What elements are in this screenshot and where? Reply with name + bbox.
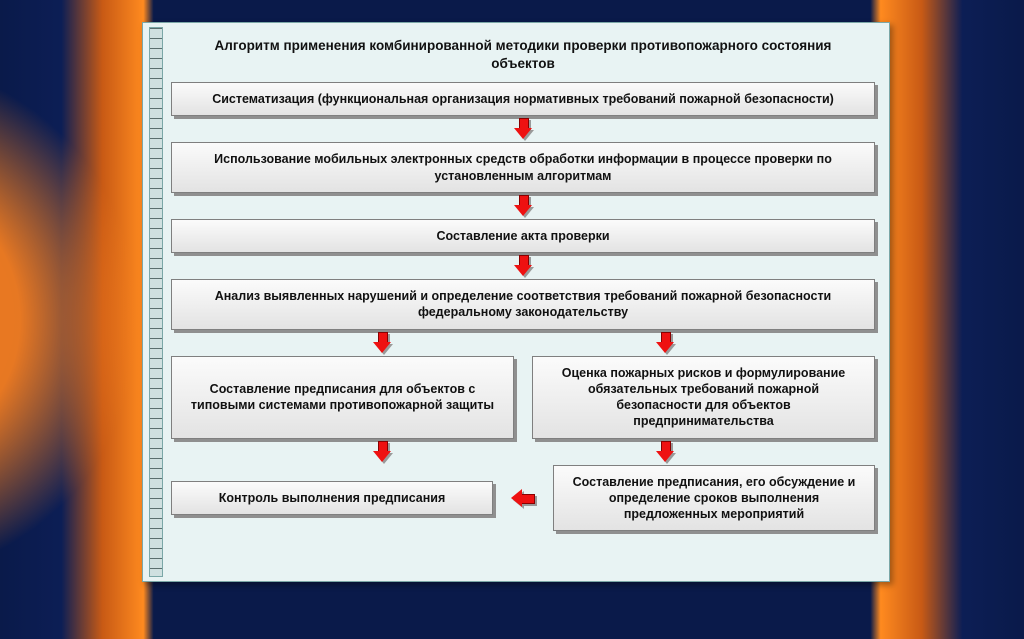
step-row-1: Систематизация (функциональная организац… — [171, 82, 875, 116]
arrow-down-icon — [373, 332, 391, 354]
arrow-left-icon — [511, 489, 535, 507]
step-6a: Контроль выполнения предписания — [171, 481, 493, 515]
step-row-5: Составление предписания для объектов с т… — [171, 356, 875, 439]
arrow-down-icon — [514, 195, 532, 217]
step-3: Составление акта проверки — [171, 219, 875, 253]
arrow-down-icon — [656, 332, 674, 354]
step-2: Использование мобильных электронных сред… — [171, 142, 875, 193]
diagram-title: Алгоритм применения комбинированной мето… — [169, 33, 877, 82]
step-row-6: Контроль выполнения предписания Составле… — [171, 465, 875, 532]
ruler-decoration — [149, 27, 163, 577]
step-5a: Составление предписания для объектов с т… — [171, 356, 514, 439]
arrow-down-icon — [373, 441, 391, 463]
arrow-down-icon — [514, 255, 532, 277]
step-6b: Составление предписания, его обсуждение … — [553, 465, 875, 532]
arrow-4-split — [169, 332, 877, 354]
step-row-4: Анализ выявленных нарушений и определени… — [171, 279, 875, 330]
diagram-panel: Алгоритм применения комбинированной мето… — [142, 22, 890, 582]
arrow-1 — [169, 118, 877, 140]
arrow-2 — [169, 195, 877, 217]
step-4: Анализ выявленных нарушений и определени… — [171, 279, 875, 330]
step-row-2: Использование мобильных электронных сред… — [171, 142, 875, 193]
slide-background: Алгоритм применения комбинированной мето… — [0, 0, 1024, 639]
step-5b: Оценка пожарных рисков и формулирование … — [532, 356, 875, 439]
step-row-3: Составление акта проверки — [171, 219, 875, 253]
arrow-3 — [169, 255, 877, 277]
arrow-down-icon — [656, 441, 674, 463]
step-1: Систематизация (функциональная организац… — [171, 82, 875, 116]
arrow-5-split — [169, 441, 877, 463]
arrow-down-icon — [514, 118, 532, 140]
